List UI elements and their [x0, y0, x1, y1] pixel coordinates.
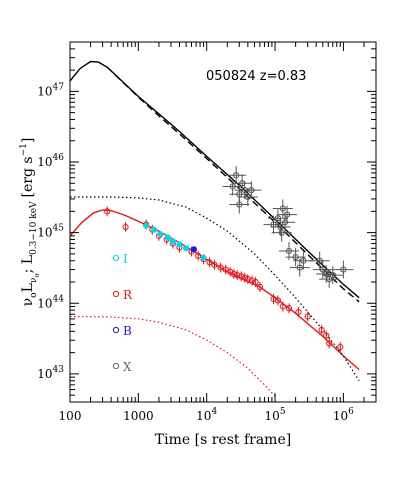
data-point-X-11 — [281, 219, 289, 226]
data-point-X-23 — [329, 272, 336, 279]
data-point-I-6 — [183, 245, 190, 252]
data-point-R-31 — [323, 332, 330, 339]
data-point-X-6 — [248, 187, 255, 194]
y-tick-label: 1046 — [37, 153, 64, 169]
data-point-X-16 — [292, 254, 299, 261]
data-point-R-16 — [230, 270, 237, 278]
legend-marker-R — [112, 290, 120, 298]
data-point-R-23 — [256, 283, 263, 291]
x-tick-label: 1000 — [123, 409, 154, 423]
data-point-I-1 — [150, 226, 158, 233]
plot-frame — [69, 41, 377, 403]
data-point-R-19 — [241, 274, 248, 281]
data-point-X-10 — [279, 205, 286, 212]
model-curves — [69, 60, 360, 397]
data-point-R-26 — [279, 303, 286, 310]
legend-label-B: B — [123, 324, 132, 338]
data-point-R-9 — [195, 252, 202, 259]
model-curve-5 — [69, 315, 276, 397]
data-point-X-18 — [296, 264, 303, 271]
data-point-X-5 — [244, 193, 251, 201]
data-point-X-12 — [283, 211, 291, 218]
axis-ticks — [69, 41, 377, 403]
data-point-R-17 — [234, 272, 241, 279]
data-point-R-30 — [318, 326, 325, 333]
legend-label-I: I — [123, 252, 128, 266]
data-point-R-33 — [337, 343, 344, 351]
model-curve-4 — [70, 196, 360, 382]
tick-labels: 100 1000 104 105 106 1043 1044 1045 1046 1047 — [37, 82, 354, 423]
data-point-I-7 — [200, 254, 207, 261]
x-axis-title: Time [s rest frame] — [155, 432, 291, 448]
data-point-R-27 — [285, 305, 293, 312]
annotation-label: 050824 z=0.83 — [206, 69, 306, 84]
legend-marker-I — [112, 254, 120, 262]
model-curve-3 — [69, 209, 360, 371]
data-point-X-7 — [236, 201, 243, 208]
data-point-R-20 — [244, 275, 251, 283]
x-tick-label: 104 — [196, 407, 217, 423]
data-point-R-29 — [304, 313, 311, 320]
data-point-X-24 — [340, 266, 347, 273]
data-point-I-5 — [176, 241, 183, 248]
model-curve-1 — [69, 60, 360, 299]
data-point-R-11 — [206, 259, 213, 266]
data-point-X-1 — [233, 172, 240, 179]
y-tick-label: 1043 — [37, 365, 64, 381]
data-point-R-25 — [274, 297, 281, 304]
data-point-X-20 — [319, 266, 326, 273]
data-point-I-3 — [164, 234, 171, 241]
x-tick-label: 105 — [265, 407, 286, 423]
legend: I R B X — [112, 252, 133, 374]
data-point-R-28 — [295, 308, 302, 316]
data-point-X-14 — [270, 221, 277, 228]
data-point-R-0 — [104, 208, 111, 215]
data-point-R-22 — [252, 278, 259, 286]
x-tick-label: 106 — [333, 407, 354, 423]
y-tick-label: 1044 — [37, 294, 64, 310]
data-points — [104, 166, 354, 353]
data-point-I-2 — [157, 231, 164, 238]
data-point-I-0 — [143, 222, 150, 229]
data-point-X-19 — [316, 257, 323, 264]
x-tick-label: 100 — [59, 409, 82, 423]
data-point-R-13 — [217, 264, 224, 271]
data-point-I-4 — [169, 238, 176, 245]
y-axis-title: νoLνo; L0.3−10 keV[erg s−1] — [19, 138, 41, 307]
data-point-X-15 — [285, 247, 293, 255]
data-point-R-12 — [211, 261, 218, 268]
data-point-R-1 — [122, 223, 129, 231]
data-point-X-17 — [300, 257, 307, 264]
legend-label-X: X — [123, 360, 132, 374]
legend-label-R: R — [123, 288, 133, 302]
data-point-R-32 — [326, 340, 333, 347]
data-point-B-0 — [190, 246, 198, 253]
data-point-X-13 — [278, 229, 285, 236]
legend-marker-X — [112, 362, 120, 370]
legend-marker-B — [112, 326, 120, 334]
data-point-X-22 — [326, 275, 333, 283]
data-point-R-21 — [248, 277, 256, 284]
data-point-X-0 — [229, 183, 236, 190]
y-tick-label: 1045 — [37, 224, 64, 240]
data-point-R-18 — [238, 273, 245, 280]
y-tick-label: 1047 — [37, 82, 64, 98]
